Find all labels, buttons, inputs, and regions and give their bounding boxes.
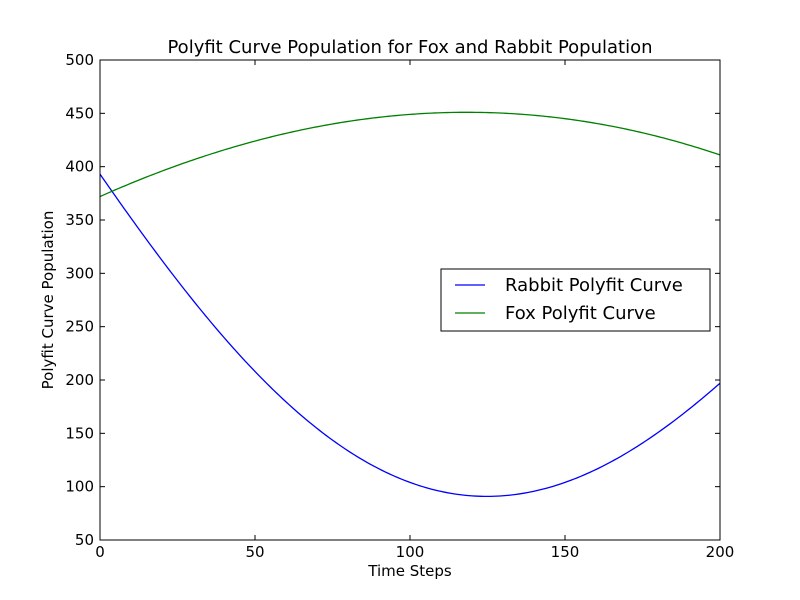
y-tick-label: 150 xyxy=(65,424,94,442)
y-tick-label: 500 xyxy=(65,51,94,69)
y-axis-label: Polyfit Curve Population xyxy=(39,211,57,390)
y-tick-label: 450 xyxy=(65,104,94,122)
ticks-layer: 0 50 100 150 2005010015020025030035040045050… xyxy=(65,51,734,561)
series-line-rabbit xyxy=(100,173,720,498)
legend-label-fox: Fox Polyfit Curve xyxy=(505,303,656,324)
y-tick-label: 100 xyxy=(65,478,94,496)
series-layer xyxy=(100,111,720,498)
x-tick-label: 50 xyxy=(245,543,264,561)
y-tick-label: 200 xyxy=(65,371,94,389)
plot-area: 0 50 100 150 2005010015020025030035040045050… xyxy=(65,51,734,561)
chart-title: Polyfit Curve Population for Fox and Rab… xyxy=(167,37,652,58)
legend: Rabbit Polyfit Curve Fox Polyfit Curve xyxy=(440,268,711,332)
x-tick-label: 0 xyxy=(95,543,105,561)
series-line-fox xyxy=(100,111,720,198)
legend-label-rabbit: Rabbit Polyfit Curve xyxy=(505,275,683,296)
x-tick-label: 100 xyxy=(396,543,425,561)
x-tick-label: 200 xyxy=(706,543,735,561)
x-tick-label: 150 xyxy=(551,543,580,561)
y-tick-label: 50 xyxy=(75,531,94,549)
x-axis-label: Time Steps xyxy=(367,562,452,580)
y-tick-label: 250 xyxy=(65,318,94,336)
y-tick-label: 350 xyxy=(65,211,94,229)
y-tick-label: 400 xyxy=(65,158,94,176)
legend-box xyxy=(440,268,711,332)
y-tick-label: 300 xyxy=(65,264,94,282)
